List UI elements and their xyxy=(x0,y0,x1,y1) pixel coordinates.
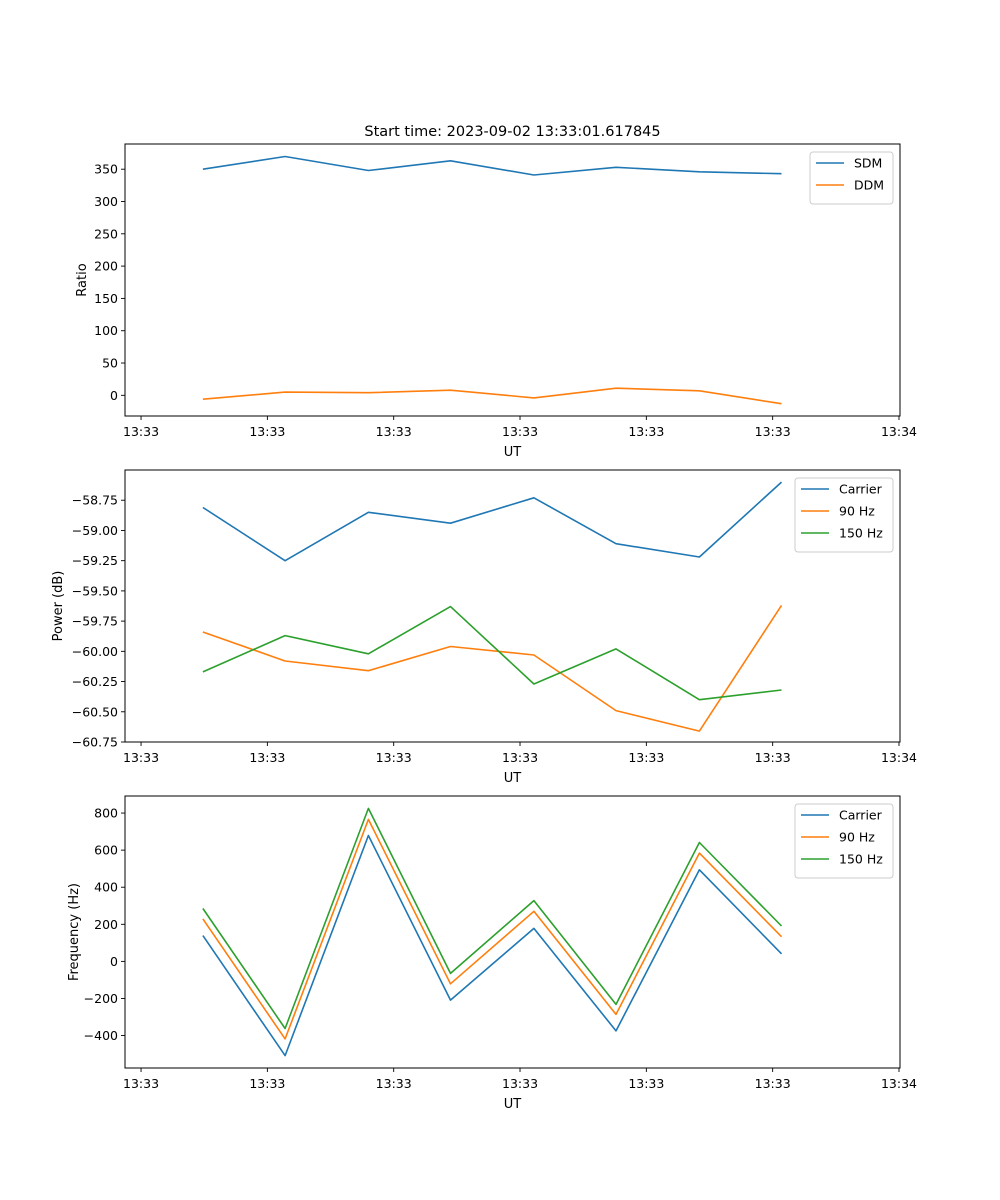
y-tick-label: 250 xyxy=(94,226,118,241)
legend-frame xyxy=(809,151,894,205)
chart-title: Start time: 2023-09-02 13:33:01.617845 xyxy=(364,124,660,140)
x-tick-label: 13:33 xyxy=(755,1076,791,1091)
legend-label: DDM xyxy=(854,178,884,193)
y-tick-label: 0 xyxy=(110,954,118,969)
y-tick-label: 400 xyxy=(94,880,118,895)
x-tick-label: 13:34 xyxy=(881,424,917,439)
y-tick-label: −59.50 xyxy=(72,583,118,598)
y-tick-label: −60.25 xyxy=(72,674,118,689)
x-tick-label: 13:34 xyxy=(881,1076,917,1091)
legend-label: 90 Hz xyxy=(839,830,875,845)
x-tick-label: 13:33 xyxy=(755,424,791,439)
x-tick-label: 13:34 xyxy=(881,750,917,765)
axes-frame xyxy=(124,795,901,1069)
y-tick-label: 200 xyxy=(94,917,118,932)
x-tick-label: 13:33 xyxy=(628,750,664,765)
axes-frame xyxy=(124,469,901,743)
x-tick-label: 13:33 xyxy=(502,1076,538,1091)
x-tick-label: 13:33 xyxy=(123,750,159,765)
series-line-carrier xyxy=(202,834,783,1057)
y-axis-label: Ratio xyxy=(75,263,90,296)
series-line-carrier xyxy=(202,481,783,562)
x-tick-label: 13:33 xyxy=(123,1076,159,1091)
subplot-2: 13:33 13:33 13:33 13:33 13:33 13:33 13:34 UT −58… xyxy=(51,469,917,786)
x-tick-label: 13:33 xyxy=(628,1076,664,1091)
legend-label: 150 Hz xyxy=(839,852,883,867)
y-tick-label: −60.50 xyxy=(72,704,118,719)
series-line-90-hz xyxy=(202,818,783,1040)
x-tick-label: 13:33 xyxy=(376,424,412,439)
x-tick-label: 13:33 xyxy=(376,750,412,765)
y-axis-label: Frequency (Hz) xyxy=(67,883,82,981)
x-tick-label: 13:33 xyxy=(755,750,791,765)
legend-label: SDM xyxy=(854,156,882,171)
y-tick-label: 200 xyxy=(94,259,118,274)
y-tick-label: −59.00 xyxy=(72,523,118,538)
series-line-ddm xyxy=(202,387,782,405)
series-line-150-hz xyxy=(202,605,782,701)
y-tick-label: −59.75 xyxy=(72,614,118,629)
x-tick-label: 13:33 xyxy=(502,424,538,439)
y-tick-label: 800 xyxy=(94,806,118,821)
axes-frame xyxy=(124,143,901,417)
legend: SDM DDM xyxy=(809,151,894,205)
y-tick-label: 600 xyxy=(94,843,118,858)
legend-label: 150 Hz xyxy=(839,526,883,541)
y-tick-label: 0 xyxy=(110,388,118,403)
y-tick-label: −60.75 xyxy=(72,735,118,750)
y-tick-label: −59.25 xyxy=(72,553,118,568)
y-tick-label: 150 xyxy=(94,291,118,306)
legend: Carrier 90 Hz 150 Hz xyxy=(794,477,894,553)
y-tick-label: 50 xyxy=(102,356,118,371)
y-tick-label: 350 xyxy=(94,162,118,177)
x-tick-label: 13:33 xyxy=(249,1076,285,1091)
y-tick-label: −60.00 xyxy=(72,644,118,659)
legend: Carrier 90 Hz 150 Hz xyxy=(794,803,894,879)
subplot-1: Start time: 2023-09-02 13:33:01.617845 13… xyxy=(75,124,917,460)
y-tick-label: 300 xyxy=(94,194,118,209)
x-tick-label: 13:33 xyxy=(249,750,285,765)
y-axis-label: Power (dB) xyxy=(51,571,66,642)
y-tick-label: −58.75 xyxy=(72,493,118,508)
series-line-150-hz xyxy=(202,807,783,1030)
x-tick-label: 13:33 xyxy=(249,424,285,439)
legend-label: Carrier xyxy=(839,808,883,823)
y-tick-label: −200 xyxy=(84,991,118,1006)
x-tick-label: 13:33 xyxy=(502,750,538,765)
series-line-sdm xyxy=(202,155,782,176)
x-tick-label: 13:33 xyxy=(376,1076,412,1091)
x-axis-label: UT xyxy=(504,1097,522,1112)
legend-label: Carrier xyxy=(839,482,883,497)
y-tick-label: −400 xyxy=(84,1028,118,1043)
series-line-90-hz xyxy=(202,604,783,732)
y-tick-label: 100 xyxy=(94,323,118,338)
x-tick-label: 13:33 xyxy=(123,424,159,439)
x-axis-label: UT xyxy=(504,771,522,786)
legend-label: 90 Hz xyxy=(839,504,875,519)
subplot-3: 13:33 13:33 13:33 13:33 13:33 13:33 13:34 UT −40… xyxy=(67,795,917,1112)
x-tick-label: 13:33 xyxy=(628,424,664,439)
x-axis-label: UT xyxy=(504,445,522,460)
